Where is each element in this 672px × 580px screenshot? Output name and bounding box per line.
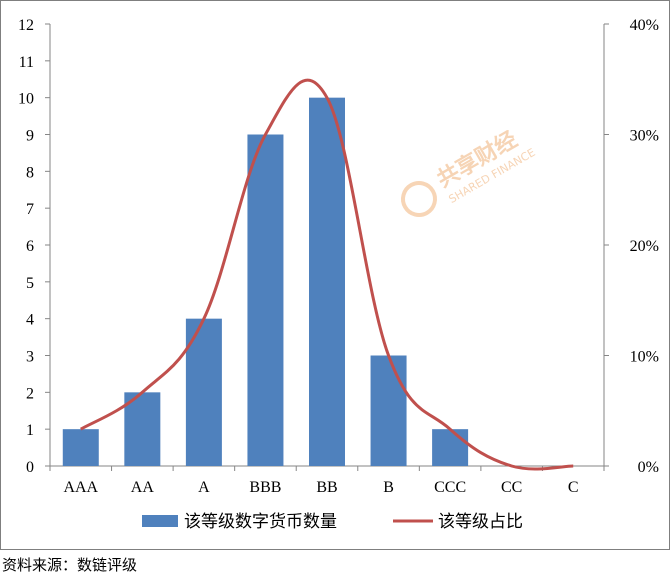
legend-bar-label: 该等级数字货币数量 <box>184 512 337 532</box>
y-left-tick-label: 8 <box>26 164 34 181</box>
legend-line-label: 该等级占比 <box>438 512 523 532</box>
y-left-tick-label: 10 <box>18 91 34 108</box>
y-left-tick-label: 5 <box>26 275 34 292</box>
y-left-tick-label: 1 <box>26 422 34 439</box>
y-left-tick-label: 6 <box>26 238 34 255</box>
x-tick-label: AAA <box>63 479 98 496</box>
x-tick-label: BBB <box>249 479 281 496</box>
bar <box>432 429 469 466</box>
y-right-tick-label: 0% <box>638 459 659 476</box>
y-left-tick-label: 3 <box>26 349 34 366</box>
watermark: 共享财经 SHARED FINANCE <box>401 126 538 217</box>
y-left-tick-label: 9 <box>26 128 34 145</box>
x-tick-label: A <box>198 479 210 496</box>
y-left-tick-label: 11 <box>19 54 34 71</box>
y-left-tick-label: 12 <box>18 17 34 34</box>
y-left-tick-label: 2 <box>26 385 34 402</box>
bar <box>309 97 345 467</box>
y-left-tick-label: 0 <box>26 459 34 476</box>
bar <box>247 134 284 466</box>
watermark-logo-icon <box>401 181 437 217</box>
y-right-tick-label: 30% <box>630 128 659 145</box>
y-right-tick-label: 20% <box>630 238 659 255</box>
bar <box>62 429 99 466</box>
x-tick-label: AA <box>131 479 155 496</box>
bar-series <box>62 97 469 467</box>
x-tick-label: B <box>383 479 394 496</box>
y-left-tick-label: 7 <box>26 201 34 218</box>
line-path <box>80 78 574 471</box>
chart-frame: 共享财经 SHARED FINANCE 0 1 2 3 4 5 6 7 8 9 10 11 12 0% 10… <box>0 0 670 550</box>
bar <box>370 355 407 466</box>
y-right-tick-label: 40% <box>630 17 659 34</box>
y-left-tick-label: 4 <box>26 312 34 329</box>
source-note: 资料来源：数链评级 <box>2 556 138 574</box>
x-tick-label: BB <box>316 479 337 496</box>
y-right-tick-label: 10% <box>630 349 659 366</box>
x-tick-label: C <box>568 479 579 496</box>
legend-bar-swatch <box>142 515 178 527</box>
bar <box>124 392 161 466</box>
x-tick-label: CC <box>501 479 522 496</box>
line-series <box>80 78 574 471</box>
chart-canvas: 共享财经 SHARED FINANCE 01234567891011120%10… <box>18 17 659 532</box>
legend: 该等级数字货币数量 该等级占比 <box>142 512 523 532</box>
x-tick-label: CCC <box>434 479 466 496</box>
